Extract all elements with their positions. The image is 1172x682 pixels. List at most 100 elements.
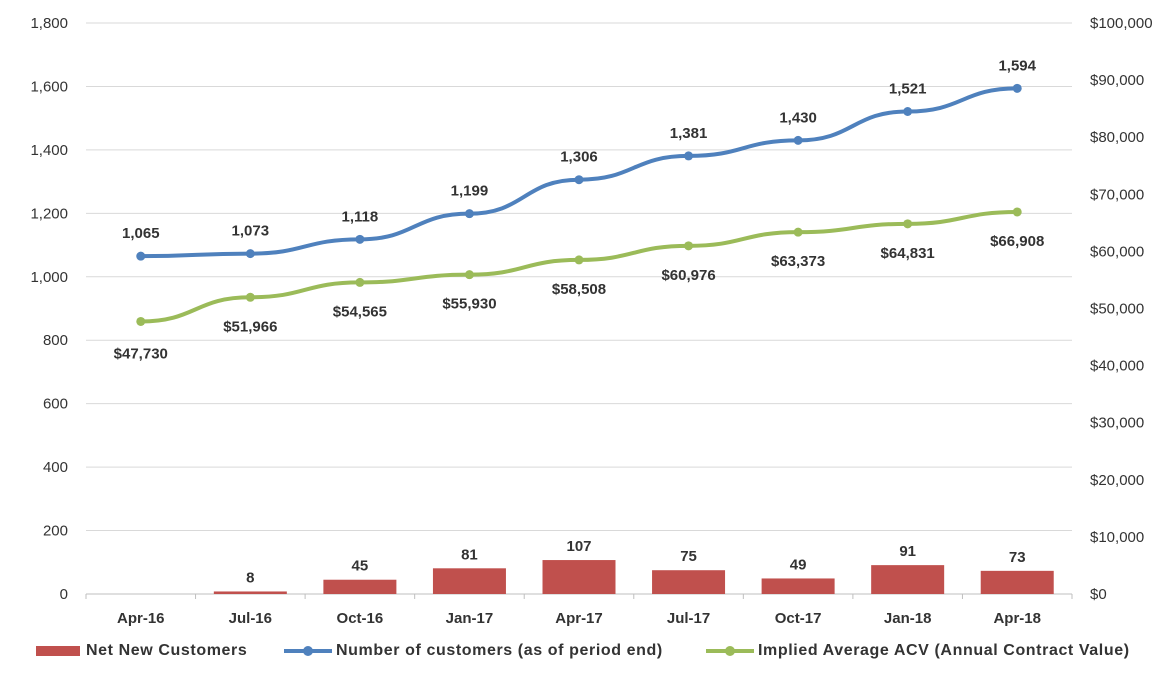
right-tick-label: $10,000	[1090, 529, 1144, 546]
right-tick-label: $100,000	[1090, 15, 1153, 32]
left-tick-label: 1,000	[30, 269, 68, 286]
x-tick-label: Jul-17	[667, 610, 710, 627]
bar-data-label: 91	[899, 543, 916, 560]
acv-data-label: $60,976	[661, 267, 715, 284]
acv-point	[245, 292, 255, 302]
right-axis-ticks: $0 $10,000 $20,000 $30,000 $40,000 $50,000 $60…	[1090, 15, 1153, 603]
bar-data-label: 45	[352, 558, 369, 575]
legend-item-net-new-customers: Net New Customers	[36, 636, 247, 666]
legend-label: Implied Average ACV (Annual Contract Val…	[758, 642, 1130, 659]
left-tick-label: 400	[43, 459, 68, 476]
right-tick-label: $0	[1090, 586, 1107, 603]
customers-data-label: 1,306	[560, 149, 598, 166]
acv-data-label: $51,966	[223, 318, 277, 335]
legend-item-number-of-customers: Number of customers (as of period end)	[284, 636, 663, 666]
bar	[432, 568, 506, 594]
customers-data-label: 1,521	[889, 81, 927, 98]
combo-chart: 0 200 400 600 800 1,000 1,200 1,400 1,600 1,800 $…	[30, 15, 1153, 627]
x-axis: Apr-16 Jul-16 Oct-16 Jan-17 Apr-17 Jul-17 Oct-…	[85, 593, 1073, 627]
customers-point	[684, 151, 694, 161]
bar-series	[213, 560, 1054, 594]
customers-point	[136, 251, 146, 261]
left-tick-label: 1,400	[30, 142, 68, 159]
bar-data-label: 8	[246, 569, 254, 586]
data-labels: 8 45 81 107 75 49 91 73 1,065 1,073 1,118 1,199 1,30…	[114, 57, 1045, 586]
right-tick-label: $80,000	[1090, 129, 1144, 146]
right-tick-label: $40,000	[1090, 358, 1144, 375]
acv-line	[138, 209, 1020, 324]
customers-point	[793, 135, 803, 145]
right-tick-label: $90,000	[1090, 72, 1144, 89]
left-tick-label: 200	[43, 523, 68, 540]
acv-point	[1012, 207, 1022, 217]
left-tick-label: 0	[60, 586, 68, 603]
customers-line	[138, 86, 1020, 259]
bar-data-label: 75	[680, 548, 697, 565]
customers-point	[245, 249, 255, 259]
bar	[323, 579, 397, 594]
legend-line-swatch	[706, 644, 754, 658]
x-tick-label: Jul-16	[229, 610, 272, 627]
acv-data-label: $66,908	[990, 233, 1044, 250]
left-tick-label: 800	[43, 332, 68, 349]
legend: Net New Customers Number of customers (a…	[0, 636, 1172, 666]
bar	[980, 570, 1054, 594]
x-tick-label: Apr-18	[993, 610, 1041, 627]
acv-point	[574, 255, 584, 265]
bar	[761, 578, 835, 594]
bar-data-label: 49	[790, 556, 807, 573]
left-tick-label: 600	[43, 396, 68, 413]
acv-data-label: $47,730	[114, 345, 168, 362]
left-tick-label: 1,600	[30, 78, 68, 95]
legend-label: Number of customers (as of period end)	[336, 642, 663, 659]
bar-data-label: 107	[566, 538, 591, 555]
left-axis-ticks: 0 200 400 600 800 1,000 1,200 1,400 1,600 1,800	[30, 15, 68, 603]
customers-point	[1012, 83, 1022, 93]
legend-item-implied-average-acv: Implied Average ACV (Annual Contract Val…	[706, 636, 1130, 666]
right-tick-label: $30,000	[1090, 415, 1144, 432]
legend-bar-swatch	[36, 646, 80, 656]
acv-data-label: $58,508	[552, 281, 606, 298]
acv-point	[684, 241, 694, 251]
left-tick-label: 1,200	[30, 205, 68, 222]
customers-data-label: 1,430	[779, 109, 817, 126]
right-tick-label: $60,000	[1090, 243, 1144, 260]
bar-data-label: 73	[1009, 549, 1026, 566]
right-tick-label: $50,000	[1090, 301, 1144, 318]
customers-data-label: 1,594	[998, 57, 1036, 74]
x-tick-label: Jan-17	[446, 610, 494, 627]
bar	[871, 565, 945, 594]
customers-point	[464, 209, 474, 219]
customers-data-label: 1,073	[232, 223, 270, 240]
right-tick-label: $70,000	[1090, 186, 1144, 203]
left-tick-label: 1,800	[30, 15, 68, 32]
acv-data-label: $55,930	[442, 296, 496, 313]
customers-data-label: 1,065	[122, 225, 160, 242]
acv-point	[136, 316, 146, 326]
right-tick-label: $20,000	[1090, 472, 1144, 489]
acv-point	[355, 277, 365, 287]
acv-data-label: $64,831	[881, 245, 935, 262]
legend-label: Net New Customers	[86, 642, 248, 659]
acv-point	[464, 270, 474, 280]
bar	[542, 560, 616, 594]
bar	[652, 570, 726, 594]
legend-line-swatch	[284, 644, 332, 658]
customers-point	[574, 175, 584, 185]
customers-data-label: 1,118	[342, 208, 379, 225]
customers-point	[903, 107, 913, 117]
line-series	[136, 83, 1022, 326]
customers-data-label: 1,199	[451, 183, 489, 200]
acv-point	[903, 219, 913, 229]
gridlines	[86, 22, 1072, 532]
acv-point	[793, 227, 803, 237]
bar	[213, 591, 287, 594]
x-tick-label: Apr-17	[555, 610, 603, 627]
x-tick-label: Oct-16	[337, 610, 384, 627]
acv-data-label: $63,373	[771, 253, 825, 270]
x-tick-label: Apr-16	[117, 610, 165, 627]
bar-data-label: 81	[461, 546, 478, 563]
acv-data-label: $54,565	[333, 303, 387, 320]
customers-data-label: 1,381	[670, 125, 708, 142]
x-tick-label: Jan-18	[884, 610, 932, 627]
